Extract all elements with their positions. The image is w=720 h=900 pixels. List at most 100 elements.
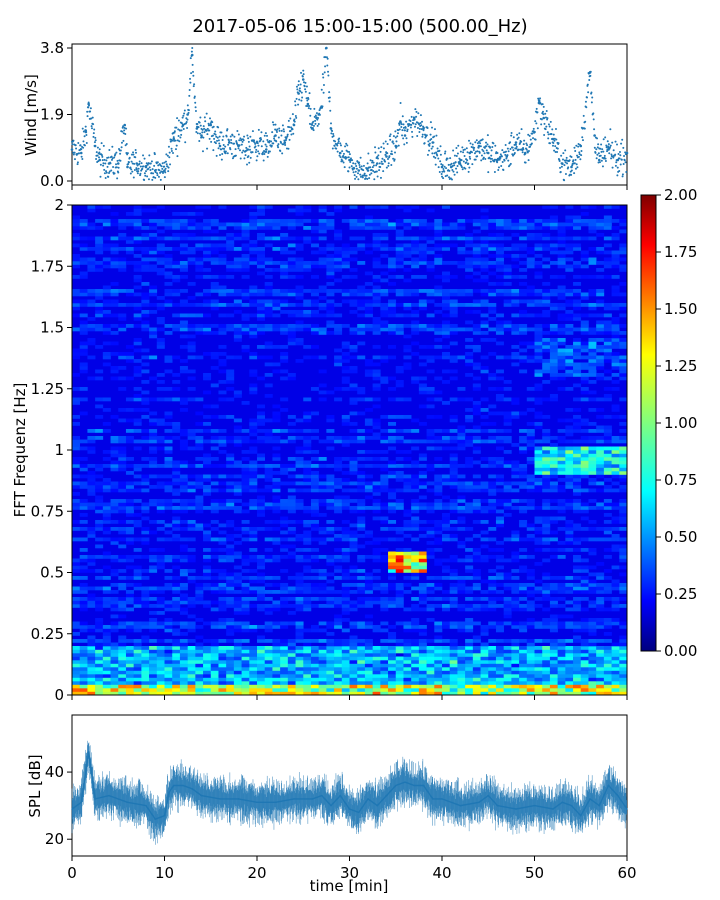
spectrogram-cell <box>164 488 173 493</box>
wind-point <box>149 162 152 165</box>
spectrogram-cell <box>557 660 566 664</box>
spectrogram-cell <box>503 485 512 489</box>
spectrogram-cell <box>125 499 134 503</box>
spectrogram-cell <box>472 646 481 650</box>
spectrogram-cell <box>411 670 420 675</box>
wind-point <box>566 162 569 165</box>
spectrogram-cell <box>102 488 111 493</box>
spectrogram-cell <box>241 586 250 591</box>
spectrogram-cell <box>526 590 535 594</box>
spectrogram-cell <box>472 481 481 486</box>
wind-point <box>318 113 321 116</box>
wind-point <box>420 124 423 127</box>
wind-point <box>222 144 225 147</box>
spectrogram-cell <box>233 656 242 661</box>
spectrogram-cell <box>534 527 543 531</box>
spectrogram-cell <box>295 520 304 524</box>
spectrogram-cell <box>164 625 173 629</box>
spectrogram-cell <box>125 513 134 517</box>
wind-point <box>93 144 96 147</box>
spectrogram-cell <box>434 677 443 682</box>
spectrogram-cell <box>295 450 304 454</box>
wind-point <box>242 149 245 152</box>
spectrogram-cell <box>141 639 150 643</box>
spectrogram-cell <box>603 425 612 430</box>
spectrogram-cell <box>133 513 142 517</box>
spectrogram-cell <box>203 478 212 482</box>
spectrogram-cell <box>588 579 597 584</box>
spectrogram-cell <box>488 569 497 573</box>
spectrogram-cell <box>318 464 327 468</box>
spectrogram-cell <box>619 488 628 493</box>
spectrogram-cell <box>218 663 227 668</box>
wind-point <box>593 134 596 137</box>
wind-point <box>191 47 194 49</box>
spectrogram-cell <box>372 548 381 552</box>
spectrogram-cell <box>565 681 574 685</box>
spectrogram-cell <box>495 429 504 433</box>
wind-point <box>220 148 223 151</box>
spectrogram-cell <box>388 527 397 531</box>
wind-point <box>497 168 500 171</box>
wind-point <box>291 113 294 116</box>
spectrogram-cell <box>295 499 304 503</box>
spectrogram-cell <box>488 506 497 510</box>
spectrogram-cell <box>110 558 119 563</box>
spectrogram-cell <box>156 604 165 608</box>
spectrogram-cell <box>388 569 397 573</box>
spectrogram-cell <box>326 555 335 559</box>
spectrogram-cell <box>295 667 304 671</box>
wind-point <box>107 175 110 178</box>
spectrogram-cell <box>542 464 551 468</box>
spectrogram-cell <box>349 649 358 654</box>
spectrogram-cell <box>565 677 574 682</box>
spectrogram-cell <box>164 436 173 440</box>
wind-point <box>396 132 399 135</box>
spectrogram-cell <box>434 681 443 685</box>
spectrogram-cell <box>257 506 266 510</box>
spectrogram-cell <box>326 485 335 489</box>
spectrogram-cell <box>133 670 142 675</box>
wind-point <box>306 102 310 106</box>
spectrogram-cell <box>264 674 273 678</box>
spectrogram-cell <box>357 534 366 538</box>
spectrogram-cell <box>573 576 582 580</box>
spectrogram-cell <box>442 558 451 563</box>
spectrogram-cell <box>580 516 589 521</box>
wind-point <box>105 171 108 174</box>
spectrogram-cell <box>418 471 427 475</box>
spectrogram-cell <box>364 600 373 605</box>
spectrogram-cell <box>257 663 266 668</box>
wind-point <box>339 156 342 159</box>
spectrogram-cell <box>573 429 582 433</box>
spectrogram-cell <box>488 677 497 682</box>
spectrogram-cell <box>364 422 373 426</box>
spectrogram-cell <box>480 656 489 661</box>
spectrogram-cell <box>280 471 289 475</box>
spectrogram-cell <box>573 681 582 685</box>
spectrogram-cell <box>573 450 582 454</box>
spectrogram-cell <box>218 670 227 675</box>
spectrogram-cell <box>164 660 173 664</box>
spectrogram-cell <box>573 639 582 643</box>
wind-point <box>132 153 135 156</box>
wind-point <box>302 73 305 76</box>
spectrogram-cell <box>426 667 435 671</box>
spectrogram-cell <box>357 590 366 594</box>
wind-point <box>154 176 157 179</box>
spectrogram-cell <box>472 604 481 608</box>
wind-point <box>125 127 128 130</box>
spectrogram-cell <box>334 691 343 696</box>
spectrogram-cell <box>418 464 427 468</box>
wind-point <box>298 98 301 101</box>
wind-point <box>115 166 118 169</box>
spectrogram-cell <box>125 558 134 563</box>
spectrogram-cell <box>426 530 435 535</box>
spectrogram-cell <box>573 474 582 479</box>
spectrogram-cell <box>465 667 474 671</box>
spectrogram-cell <box>395 681 404 685</box>
spectrogram-cell <box>264 604 273 608</box>
spectrogram-cell <box>588 460 597 465</box>
spectrogram-cell <box>542 506 551 510</box>
spectrogram-cell <box>380 681 389 685</box>
